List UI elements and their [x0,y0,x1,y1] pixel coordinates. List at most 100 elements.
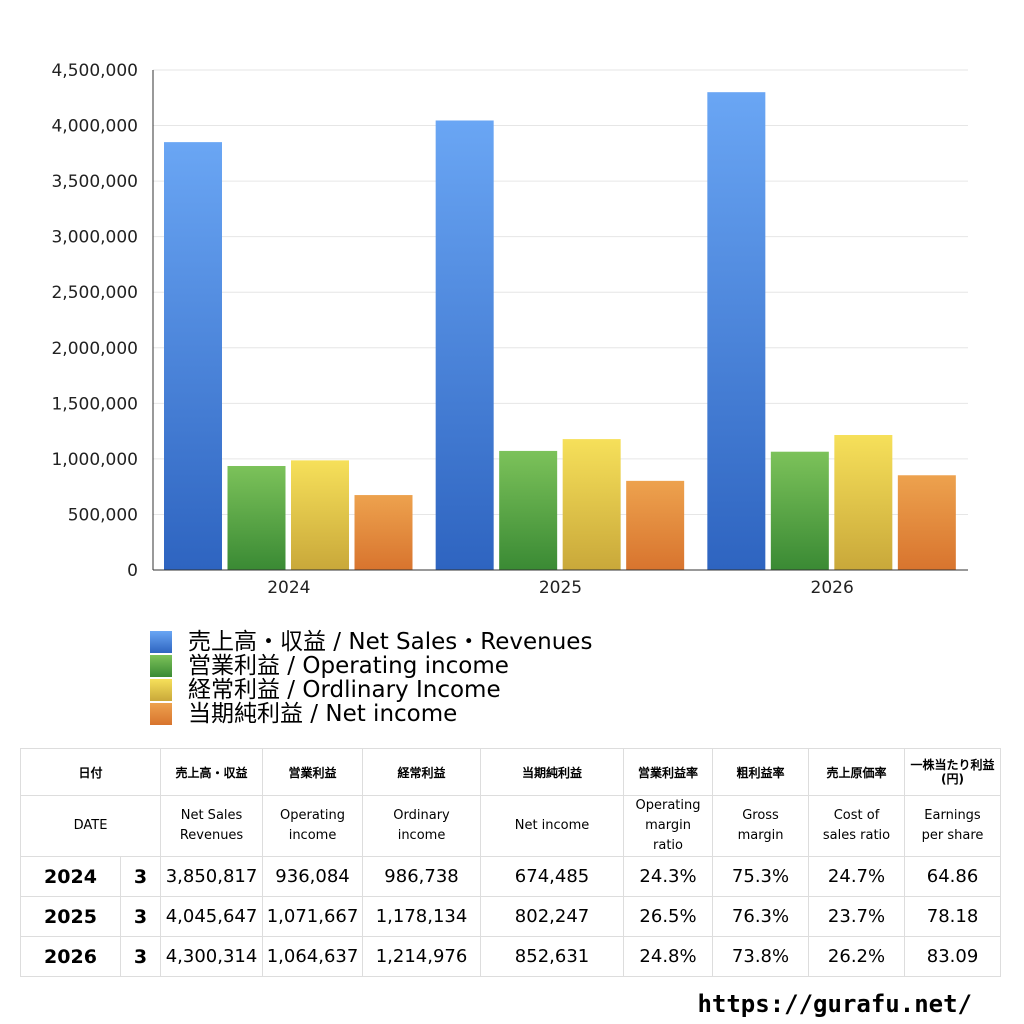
cell-cost-ratio: 24.7% [808,856,906,897]
bar-2024-series-3 [354,495,413,570]
cell-gross-margin: 73.8% [712,936,810,977]
header-gross-margin-en-line1: Gross [742,808,779,823]
legend-item-operating: 営業利益 / Operating income [150,654,592,678]
header-operating-ja: 営業利益 [262,748,364,796]
bar-chart: 0 500,000 1,000,000 1,500,000 2,000,000 2,500… [51,61,968,598]
header-eps-ja-line2: (円) [941,772,964,786]
header-sales-en-line2: Revenues [179,828,244,843]
header-cost-ratio-en-line2: sales ratio [822,828,891,843]
legend-swatch-operating [150,655,172,677]
cell-cost-ratio: 23.7% [808,896,906,937]
header-operating-en: Operating income [262,795,364,857]
site-url[interactable]: https://gurafu.net/ [697,990,972,1018]
gridlines [153,69,968,515]
bar-2025-series-1 [499,450,558,570]
header-op-margin-en-line2: margin [645,818,691,833]
bar-2026-series-3 [897,475,956,570]
header-net-en: Net income [480,795,625,857]
cell-ordinary: 986,738 [362,856,482,897]
cell-sales: 4,300,314 [160,936,264,977]
header-operating-en-line1: Operating [280,808,346,823]
header-ordinary-en: Ordinary income [362,795,482,857]
header-ordinary-ja: 経常利益 [362,748,482,796]
legend-label-operating: 営業利益 / Operating income [188,653,509,679]
y-tick-label: 0 [127,561,138,581]
cell-op-margin: 24.3% [623,856,714,897]
header-date-en: DATE [19,795,162,857]
cell-gross-margin: 75.3% [712,856,810,897]
header-eps-en-line2: per share [921,828,984,843]
cell-month: 3 [119,856,162,897]
legend-swatch-net [150,703,172,725]
legend-label-sales: 売上高・収益 / Net Sales・Revenues [188,629,593,655]
header-operating-en-line2: income [288,828,337,843]
bar-2024-series-1 [227,465,286,570]
x-tick-label: 2024 [267,578,310,598]
cell-year: 2024 [20,856,121,897]
y-axis-ticks: 0 500,000 1,000,000 1,500,000 2,000,000 2,500… [51,61,138,581]
y-tick-label: 3,000,000 [51,228,138,248]
header-op-margin-en-line1: Operating [635,798,701,813]
header-gross-margin-en-line2: margin [737,828,784,843]
y-tick-label: 1,000,000 [51,450,138,470]
header-net-ja: 当期純利益 [480,748,625,796]
x-tick-label: 2026 [811,578,854,598]
y-tick-label: 2,500,000 [51,283,138,303]
legend-swatch-sales [150,631,172,653]
bar-2025-series-3 [626,480,685,570]
legend-item-net: 当期純利益 / Net income [150,702,592,726]
bar-2024-series-2 [291,460,349,570]
cell-net: 674,485 [480,856,625,897]
header-op-margin-en: Operating margin ratio [623,795,714,857]
cell-year: 2025 [20,896,121,937]
cell-op-margin: 24.8% [623,936,714,977]
legend-swatch-ordinary [150,679,172,701]
bar-2025-series-2 [562,439,621,570]
y-tick-label: 500,000 [68,505,138,525]
cell-op-margin: 26.5% [623,896,714,937]
header-eps-en-line1: Earnings [924,808,981,823]
header-cost-ratio-en: Cost of sales ratio [808,795,906,857]
cell-gross-margin: 76.3% [712,896,810,937]
financial-table: 日付 売上高・収益 営業利益 経常利益 当期純利益 営業利益率 粗利益率 売上原… [19,748,1002,977]
cell-eps: 83.09 [904,936,1002,977]
bar-2024-series-0 [164,142,222,570]
legend-item-sales: 売上高・収益 / Net Sales・Revenues [150,630,592,654]
header-gross-margin-ja: 粗利益率 [712,748,810,796]
header-op-margin-ja: 営業利益率 [623,748,714,796]
cell-operating: 1,064,637 [262,936,364,977]
cell-year: 2026 [20,936,121,977]
header-ordinary-en-line2: income [397,828,446,843]
x-tick-label: 2025 [539,578,582,598]
table-header-en: DATE Net Sales Revenues Operating income… [19,795,1002,857]
cell-sales: 4,045,647 [160,896,264,937]
bars [164,92,956,571]
bar-2026-series-1 [770,451,829,570]
header-eps-en: Earnings per share [904,795,1002,857]
table-row: 2024 3 3,850,817 936,084 986,738 674,485… [20,856,1002,897]
y-tick-label: 1,500,000 [51,394,138,414]
header-sales-en: Net Sales Revenues [160,795,264,857]
header-eps-ja-line1: 一株当たり利益 [910,758,995,772]
cell-month: 3 [119,896,162,937]
header-cost-ratio-en-line1: Cost of [833,808,880,823]
legend: 売上高・収益 / Net Sales・Revenues 営業利益 / Opera… [150,630,592,726]
table-header-ja: 日付 売上高・収益 営業利益 経常利益 当期純利益 営業利益率 粗利益率 売上原… [19,748,1002,796]
cell-month: 3 [119,936,162,977]
y-tick-label: 4,500,000 [51,61,138,81]
header-eps-ja: 一株当たり利益 (円) [904,748,1002,796]
header-cost-ratio-ja: 売上原価率 [808,748,906,796]
cell-sales: 3,850,817 [160,856,264,897]
header-date-ja: 日付 [19,748,162,796]
bar-2025-series-0 [435,120,494,570]
cell-operating: 1,071,667 [262,896,364,937]
header-gross-margin-en: Gross margin [712,795,810,857]
table-row: 2025 3 4,045,647 1,071,667 1,178,134 802… [20,896,1002,937]
cell-eps: 78.18 [904,896,1002,937]
cell-net: 852,631 [480,936,625,977]
x-axis-ticks: 2024 2025 2026 [267,578,854,598]
legend-label-ordinary: 経常利益 / Ordlinary Income [188,677,501,703]
y-tick-label: 4,000,000 [51,117,138,137]
y-tick-label: 3,500,000 [51,172,138,192]
legend-item-ordinary: 経常利益 / Ordlinary Income [150,678,592,702]
